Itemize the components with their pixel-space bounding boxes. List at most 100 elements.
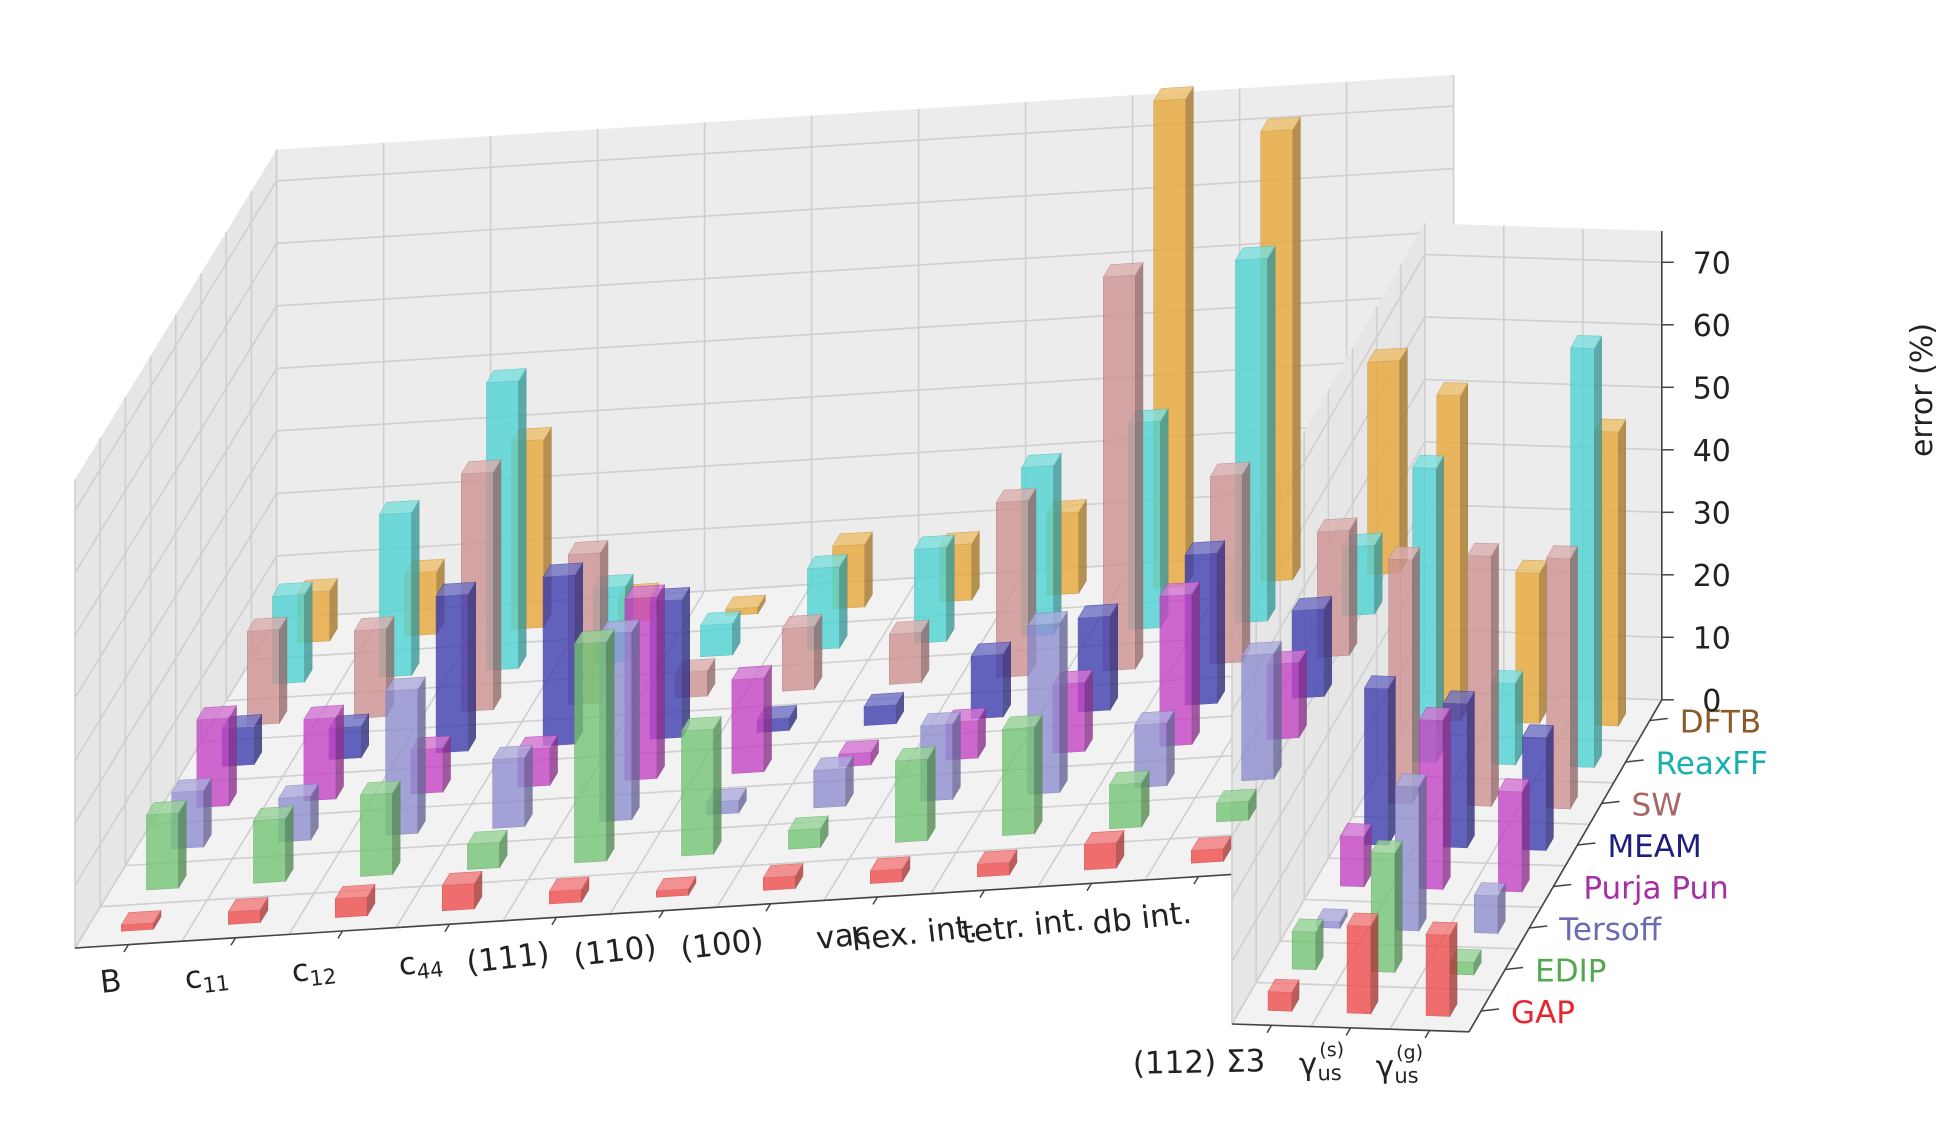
bar-reaxff-5 <box>699 610 741 658</box>
bar-gap-1 <box>120 909 162 932</box>
bar-top-face <box>278 783 319 799</box>
x-tick-mark <box>1193 876 1200 885</box>
bar-top-face <box>1363 675 1396 690</box>
bar-dftb-11 <box>1367 346 1408 576</box>
legend-entry-reaxff: ReaxFF <box>1656 746 1768 782</box>
bar-top-face <box>888 619 930 635</box>
bar-front-face <box>1291 931 1317 971</box>
x-tick-mark <box>658 910 665 919</box>
bar-top-face <box>1436 382 1469 397</box>
bar-top-face <box>441 871 483 887</box>
x-tick-label-5: (111) <box>464 936 551 981</box>
bar-side-face <box>1166 709 1175 787</box>
bar-edip-7 <box>787 814 829 850</box>
left-panel-grid-z <box>74 355 1454 761</box>
bar-front-face <box>353 628 387 719</box>
legend-tick <box>1529 925 1548 929</box>
bar-top-face <box>1234 245 1276 261</box>
bar-front-face <box>548 889 582 905</box>
bar-gap-8 <box>869 855 911 884</box>
bar-front-face <box>1084 842 1117 871</box>
bar-top-face <box>1370 839 1403 854</box>
bar-top-face <box>1260 116 1301 132</box>
bar-front-face <box>146 812 179 891</box>
bar-front-face <box>228 909 261 925</box>
bar-top-face <box>1159 581 1201 597</box>
bar-top-face <box>725 594 766 610</box>
bar-side-face <box>1521 778 1530 894</box>
bar-side-face <box>1594 335 1602 769</box>
bar-side-face <box>524 744 533 828</box>
bar-top-face <box>838 739 880 755</box>
x-tick-mark <box>1266 1024 1273 1034</box>
z-axis-label: error (%) <box>1905 323 1940 457</box>
z-tick-label-50: 50 <box>1693 371 1731 406</box>
bar-side-face <box>1418 773 1427 932</box>
bar-top-face <box>813 755 854 771</box>
bar-front-face <box>253 818 286 884</box>
bar-front-face <box>542 574 576 747</box>
bar-side-face <box>1084 668 1093 753</box>
bar-side-face <box>1298 649 1307 739</box>
bar-front-face <box>1241 653 1275 782</box>
bar-top-face <box>806 554 848 570</box>
bar-top-face <box>832 531 873 547</box>
bar-side-face <box>631 618 640 821</box>
bar-side-face <box>864 530 873 608</box>
bar-top-face <box>680 716 722 732</box>
bar-meam-8 <box>970 640 1012 720</box>
bar-front-face <box>976 861 1010 878</box>
bar-front-face <box>1425 933 1451 1017</box>
bar-purja-pun-6 <box>731 664 773 774</box>
legend-tick <box>1553 883 1572 888</box>
bar-top-face <box>120 910 162 926</box>
bar-top-face <box>1209 461 1251 477</box>
bar-side-face <box>1273 640 1282 780</box>
bar-front-face <box>731 677 765 774</box>
legend-tick <box>1649 717 1668 722</box>
x-tick-mark <box>765 903 772 912</box>
bar-gap-1 <box>1267 978 1300 1013</box>
bar-side-face <box>1570 545 1578 811</box>
x-tick-mark <box>444 923 451 933</box>
right-panel-bars <box>1267 335 1627 1018</box>
bar-top-face <box>976 849 1018 865</box>
x-tick-label-1: (112) Σ3 <box>1132 1043 1265 1082</box>
bar-edip-8 <box>894 745 936 843</box>
bar-top-face <box>1467 542 1500 557</box>
bar-purja-pun-1 <box>1339 823 1372 888</box>
bar-top-face <box>378 499 420 516</box>
right-panel-y-axis-line <box>1468 699 1663 1033</box>
bar-top-face <box>1418 706 1451 721</box>
bar-side-face <box>1216 539 1225 705</box>
bar-top-face <box>171 777 212 793</box>
bar-side-face <box>1185 85 1194 588</box>
bar-top-face <box>1394 773 1427 788</box>
bar-top-face <box>1521 724 1554 739</box>
bar-top-face <box>655 876 697 892</box>
bar-side-face <box>1412 546 1420 805</box>
bar-side-face <box>952 710 961 801</box>
bar-front-face <box>681 728 714 857</box>
bar-side-face <box>1399 346 1408 574</box>
bar-purja-pun-3 <box>1497 778 1530 894</box>
bar-side-face <box>681 586 691 739</box>
bar-meam-7 <box>863 691 905 726</box>
bar-side-face <box>1292 116 1301 581</box>
bar-top-face <box>227 897 269 913</box>
legend-tick <box>1625 759 1644 763</box>
left-panel-grid-z <box>74 167 1454 574</box>
bar-side-face <box>713 715 722 856</box>
bar-side-face <box>839 553 848 650</box>
bar-edip-2 <box>252 805 294 884</box>
legend-entry-edip: EDIP <box>1535 954 1606 990</box>
bar-front-face <box>869 868 903 884</box>
bar-edip-10 <box>1108 769 1150 830</box>
bar-front-face <box>762 875 796 891</box>
bar-top-face <box>1027 610 1068 626</box>
bar-top-face <box>1315 908 1348 923</box>
bar-side-face <box>763 664 772 773</box>
bar-gap-2 <box>1346 912 1379 1015</box>
bar-side-face <box>814 613 823 691</box>
